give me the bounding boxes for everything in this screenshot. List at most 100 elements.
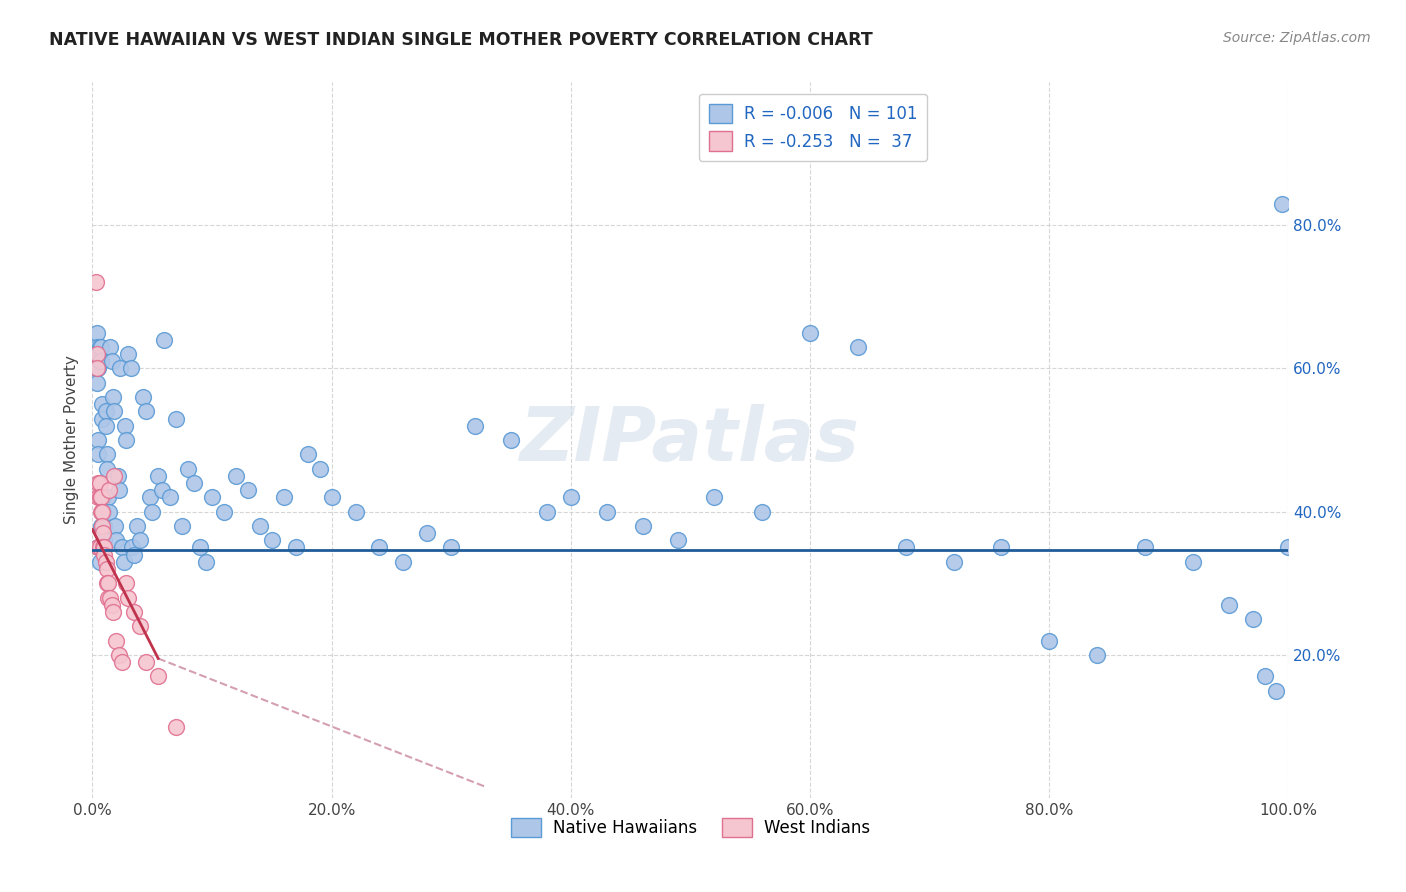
Point (93, 533, 115, 548)
Point (91, 519, 114, 533)
Point (1181, 555, 1204, 569)
Point (87, 475, 110, 490)
Point (135, 655, 157, 669)
Point (87, 347, 110, 361)
Point (96, 562, 118, 576)
Point (150, 483, 173, 498)
Point (115, 433, 138, 447)
Point (91, 505, 114, 519)
Point (93, 519, 115, 533)
Point (84, 347, 107, 361)
Point (100, 598, 122, 612)
Point (195, 555, 218, 569)
Point (96, 447, 118, 461)
Point (120, 361, 142, 376)
Point (159, 491, 181, 505)
Point (94, 418, 117, 433)
Point (87, 361, 110, 376)
Point (368, 541, 391, 555)
Point (91, 411, 114, 425)
Point (135, 404, 157, 418)
Point (122, 605, 145, 619)
Point (86, 376, 108, 390)
Point (990, 541, 1012, 555)
Point (91, 541, 114, 555)
Point (97, 576, 120, 591)
Point (100, 354, 122, 368)
Point (89, 354, 111, 368)
Point (751, 505, 773, 519)
Point (499, 433, 522, 447)
Point (894, 541, 917, 555)
Point (153, 333, 176, 347)
Point (308, 461, 330, 475)
Point (86, 347, 108, 361)
Y-axis label: Single Mother Poverty: Single Mother Poverty (65, 356, 79, 524)
Point (129, 533, 152, 548)
Point (416, 526, 439, 541)
Text: NATIVE HAWAIIAN VS WEST INDIAN SINGLE MOTHER POVERTY CORRELATION CHART: NATIVE HAWAIIAN VS WEST INDIAN SINGLE MO… (49, 31, 873, 49)
Point (96, 576, 118, 591)
Point (104, 519, 127, 533)
Point (122, 548, 145, 562)
Point (536, 505, 558, 519)
Text: Source: ZipAtlas.com: Source: ZipAtlas.com (1223, 31, 1371, 45)
Point (201, 491, 224, 505)
Point (87, 447, 110, 461)
Point (87, 433, 110, 447)
Point (172, 519, 194, 533)
Point (112, 555, 135, 569)
Point (84, 276, 107, 290)
Point (90, 354, 112, 368)
Point (115, 576, 138, 591)
Point (107, 468, 129, 483)
Point (86, 326, 108, 340)
Point (1241, 612, 1264, 626)
Point (101, 605, 124, 619)
Point (87, 491, 110, 505)
Point (97, 491, 120, 505)
Point (236, 483, 259, 498)
Point (103, 404, 125, 418)
Point (91, 491, 114, 505)
Point (249, 519, 271, 533)
Point (89, 340, 111, 354)
Point (141, 505, 163, 519)
Point (90, 491, 112, 505)
Point (121, 541, 143, 555)
Point (1253, 669, 1275, 683)
Point (91, 526, 114, 541)
Point (1133, 541, 1156, 555)
Point (98, 483, 121, 498)
Point (212, 505, 235, 519)
Point (105, 633, 128, 648)
Point (108, 361, 131, 376)
Point (107, 483, 129, 498)
Point (225, 468, 247, 483)
Point (103, 468, 125, 483)
Point (284, 541, 307, 555)
Point (96, 461, 118, 475)
Point (321, 491, 343, 505)
Point (89, 491, 111, 505)
Point (188, 541, 211, 555)
Point (942, 555, 965, 569)
Point (148, 669, 170, 683)
Point (1218, 598, 1240, 612)
Point (139, 491, 162, 505)
Point (93, 541, 115, 555)
Point (97, 591, 120, 605)
Point (273, 491, 295, 505)
Point (87, 541, 110, 555)
Point (89, 475, 111, 490)
Point (98, 340, 121, 354)
Point (799, 326, 821, 340)
Point (86, 361, 108, 376)
Point (111, 655, 134, 669)
Point (297, 447, 319, 461)
Point (117, 347, 139, 361)
Point (165, 719, 187, 733)
Point (440, 541, 463, 555)
Point (91, 397, 114, 411)
Point (846, 340, 869, 354)
